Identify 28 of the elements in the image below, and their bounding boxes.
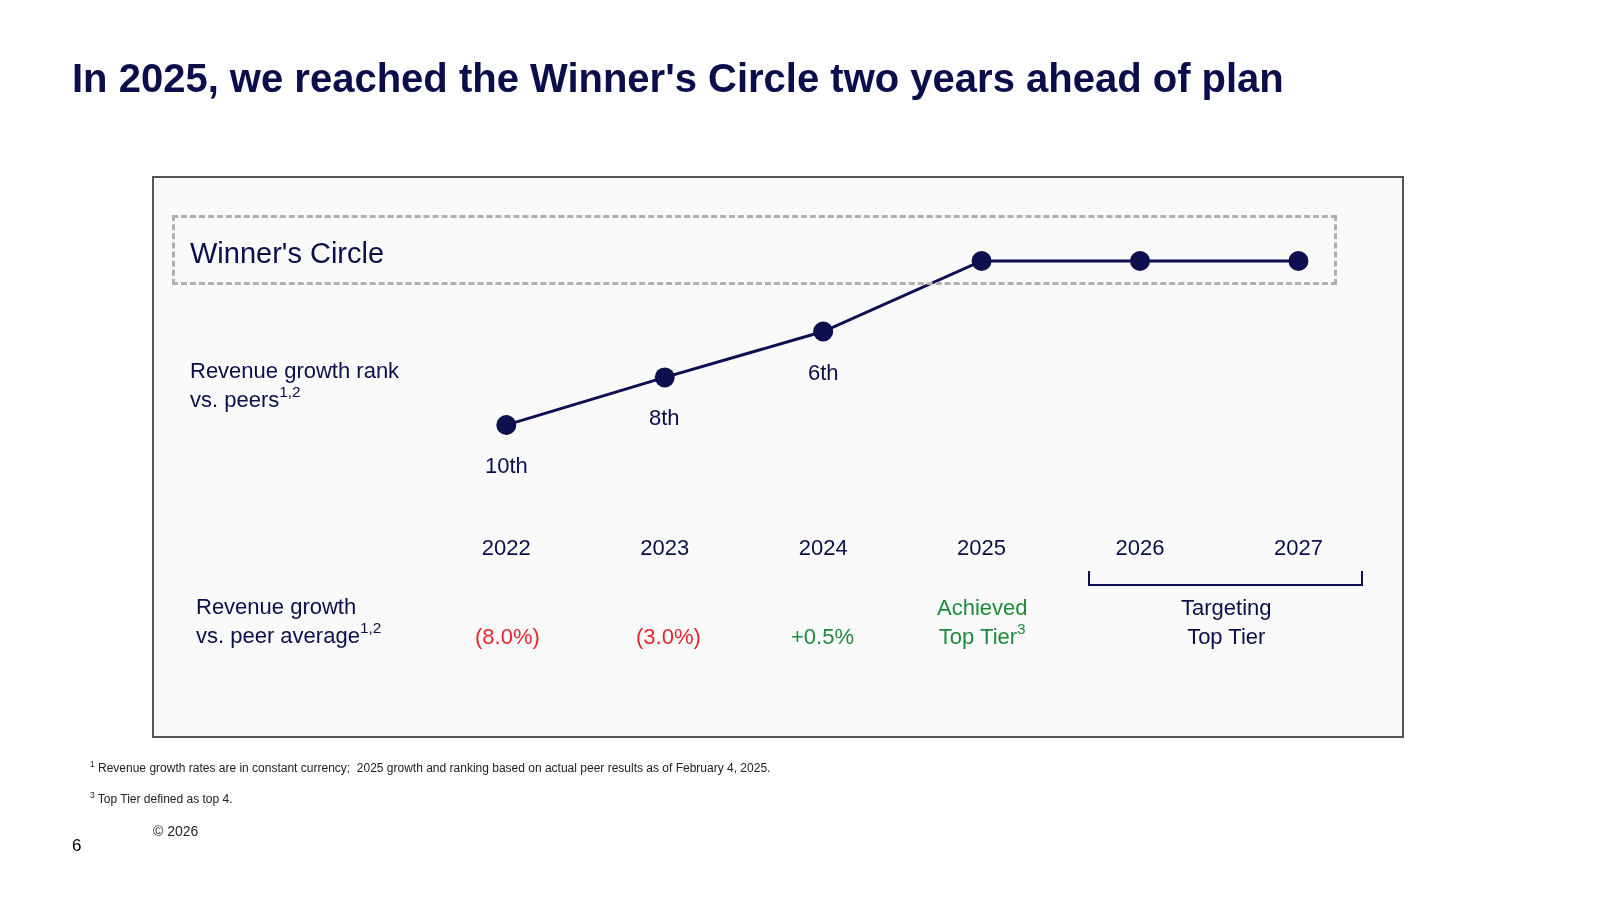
annotation: 10th bbox=[485, 453, 528, 478]
point bbox=[654, 367, 675, 388]
x-tick-label: 2026 bbox=[1115, 535, 1165, 560]
x-tick-label: 2027 bbox=[1273, 535, 1323, 560]
text: (8.0%) bbox=[475, 624, 540, 649]
text: © 2026 bbox=[153, 823, 199, 839]
text: $^{1}$ Revenue growth rates are in constant currency; 2025 growth and ranking based on actual peer results as of February 4, 2025. bbox=[90, 759, 771, 776]
point bbox=[1130, 250, 1151, 271]
x-tick-label: 2024 bbox=[798, 535, 848, 560]
text: (3.0%) bbox=[636, 624, 701, 649]
annotation: 8th bbox=[649, 405, 680, 430]
point bbox=[971, 250, 992, 271]
x-tick-label: 2025 bbox=[957, 535, 1007, 560]
x-tick-label: 2023 bbox=[640, 535, 690, 560]
annotation: 6th bbox=[808, 360, 839, 385]
text: Winner's Circle bbox=[190, 237, 385, 269]
point bbox=[496, 415, 517, 435]
point bbox=[1288, 250, 1309, 271]
text: Revenue growth vs. peer average$^{1,2}$ bbox=[196, 594, 382, 648]
text: 6 bbox=[72, 836, 82, 855]
point bbox=[813, 321, 834, 342]
text: Targeting Top Tier bbox=[1181, 595, 1272, 649]
x-tick-label: 2022 bbox=[481, 535, 531, 560]
text: Achieved Top Tier$^{3}$ bbox=[937, 595, 1028, 649]
text: $^{3}$ Top Tier defined as top 4. bbox=[90, 790, 233, 807]
y-axis-title: Revenue growth rank vs. peers$^{1,2}$ bbox=[190, 358, 401, 412]
text: +0.5% bbox=[791, 624, 854, 649]
chart-title: In 2025, we reached the Winner's Circle two years ahead of plan bbox=[72, 56, 1284, 100]
